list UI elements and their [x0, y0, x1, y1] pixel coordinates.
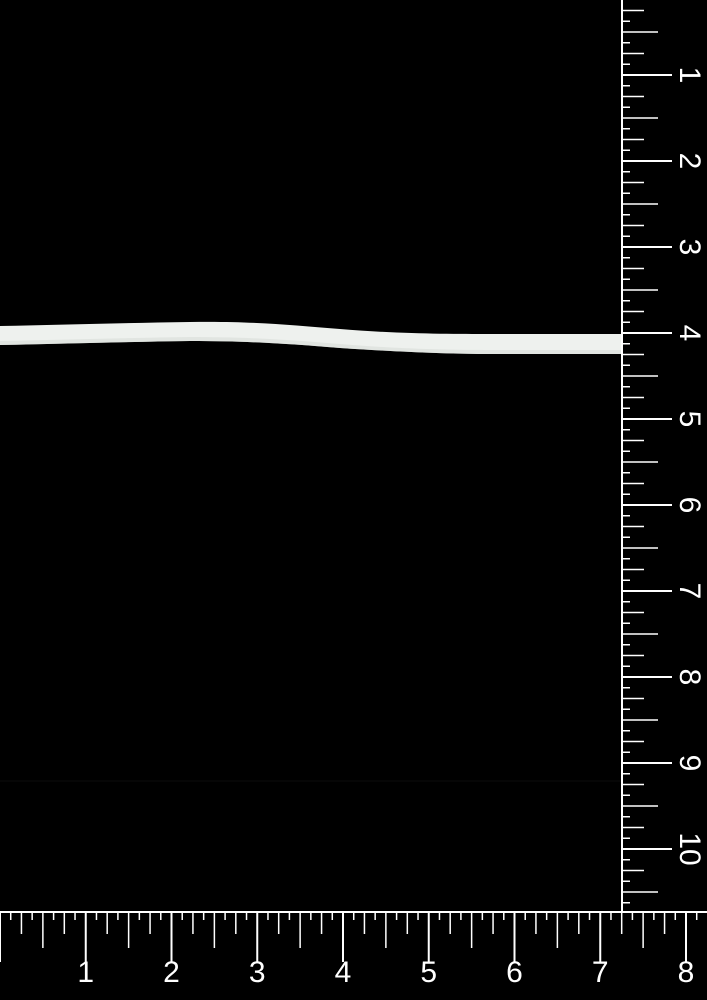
vertical-ruler: 1 2 3 4 5 6 7 8 9 10 — [621, 0, 706, 912]
vertical-ruler-label: 9 — [673, 755, 706, 772]
elastic-band-shadow — [0, 337, 622, 354]
horizontal-ruler-label: 5 — [420, 956, 437, 989]
horizontal-ruler-label: 6 — [506, 956, 523, 989]
vertical-ruler-label: 6 — [673, 497, 706, 514]
vertical-ruler-label: 4 — [673, 325, 706, 342]
vertical-ruler-label: 2 — [673, 153, 706, 170]
elastic-band — [0, 321, 622, 354]
horizontal-ruler-label: 7 — [592, 956, 609, 989]
horizontal-ruler-label: 1 — [77, 956, 94, 989]
vertical-ruler-label: 1 — [673, 67, 706, 84]
horizontal-ruler-label: 4 — [335, 956, 352, 989]
vertical-ruler-label: 8 — [673, 669, 706, 686]
vertical-ruler-label: 3 — [673, 239, 706, 256]
vertical-ruler-label: 7 — [673, 583, 706, 600]
vertical-ruler-label: 5 — [673, 411, 706, 428]
horizontal-ruler-label: 3 — [249, 956, 266, 989]
vertical-ruler-label: 10 — [673, 832, 706, 865]
horizontal-ruler: 1 2 3 4 5 6 7 8 — [0, 911, 707, 989]
horizontal-ruler-label: 8 — [678, 956, 695, 989]
horizontal-ruler-label: 2 — [163, 956, 180, 989]
